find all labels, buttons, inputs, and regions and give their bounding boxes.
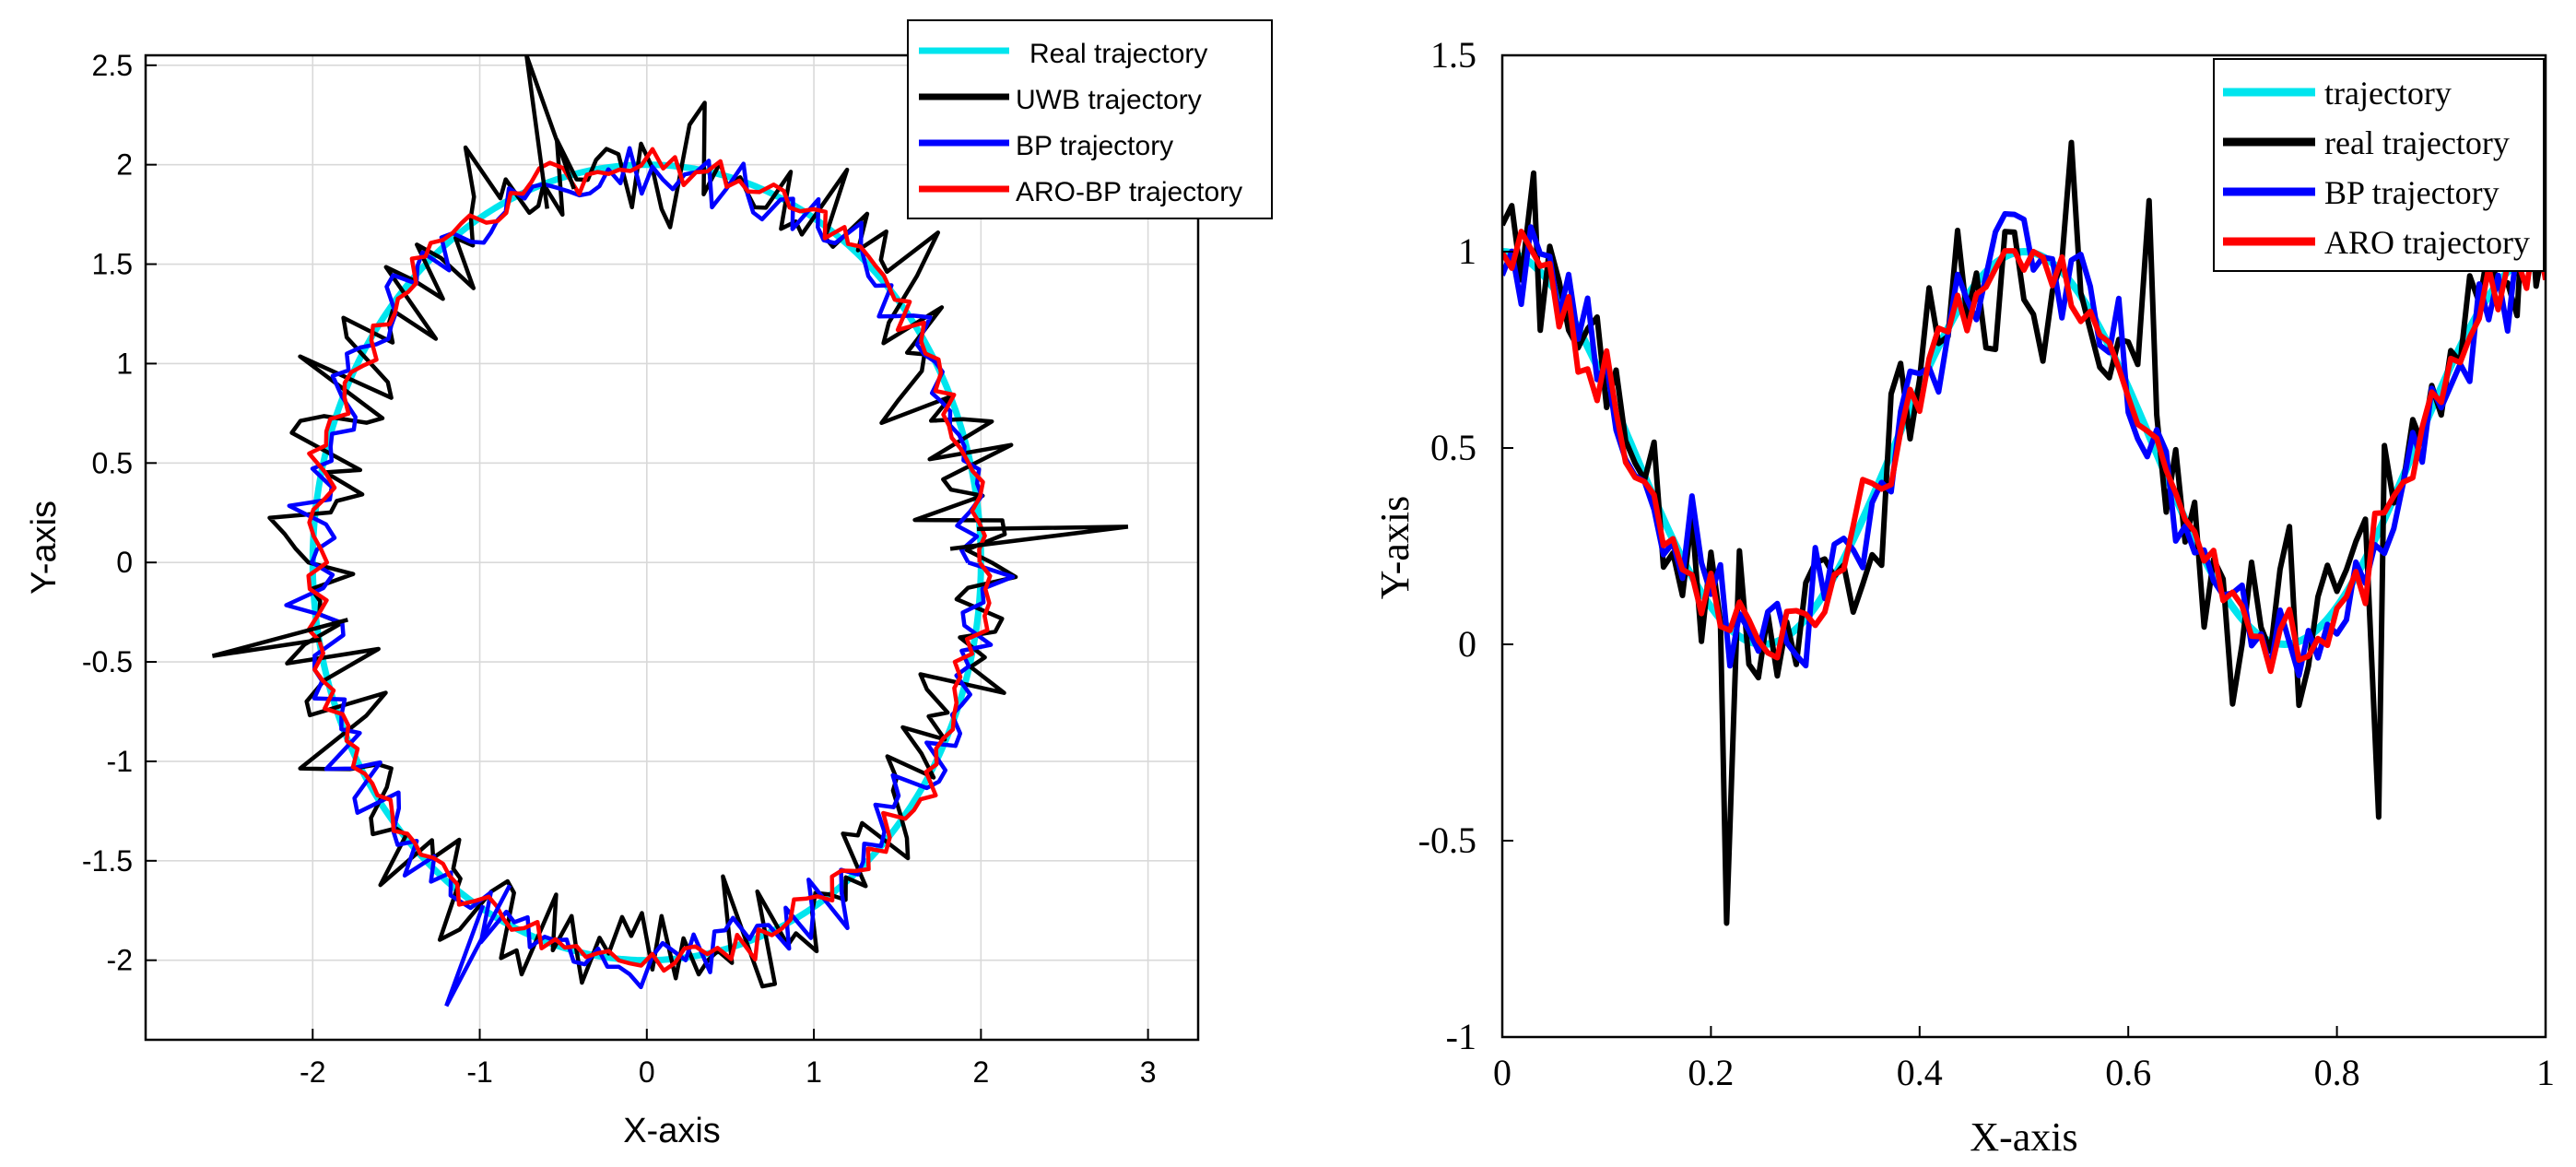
right-series-group — [1502, 138, 2546, 926]
left-plot-frame — [144, 53, 1200, 1042]
right-legend-label-bp: BP trajectory — [2324, 174, 2500, 211]
right-y-tick-label: 1.5 — [1430, 34, 1476, 76]
right-legend-label-aro: ARO trajectory — [2324, 224, 2530, 261]
chart-left-circle-trajectories: -2 -1 0 1 2 3-2-1.5-1-0.500.511.522.5 X-axis … — [25, 19, 1273, 1150]
right-y-tick-label: 0 — [1458, 623, 1476, 665]
left-series-aro-bp-trajectory — [306, 147, 993, 973]
left-outlier-2 — [524, 55, 576, 209]
left-y-tick-label: 0 — [116, 546, 133, 579]
right-x-axis-label: X-axis — [1970, 1114, 2077, 1160]
right-ticks: 0 0.2 0.4 0.6 0.8 1 -1 -0.5 0 0.5 1 1.5 — [1418, 34, 2555, 1093]
left-y-tick-label: -2 — [107, 944, 133, 977]
left-y-tick-label: -1.5 — [82, 844, 133, 878]
left-x-tick-label: -1 — [466, 1055, 492, 1089]
right-legend-label-trajectory: trajectory — [2324, 75, 2452, 112]
left-y-tick-label: 2.5 — [92, 49, 133, 82]
left-legend: Real trajectory UWB trajectory BP trajec… — [907, 19, 1273, 219]
right-y-tick-label: -0.5 — [1418, 819, 1476, 861]
right-x-tick-label: 0.4 — [1897, 1052, 1943, 1093]
left-y-tick-label: 2 — [116, 148, 133, 182]
right-y-axis-label: Y-axis — [1372, 496, 1417, 599]
right-y-tick-label: 0.5 — [1430, 427, 1476, 468]
left-y-tick-label: 0.5 — [92, 446, 133, 479]
left-legend-label-uwb: UWB trajectory — [1016, 85, 1202, 115]
right-x-tick-label: 0 — [1493, 1052, 1511, 1093]
left-y-tick-label: 1.5 — [92, 248, 133, 281]
left-series-group — [211, 55, 1129, 1008]
left-legend-label-real: Real trajectory — [1029, 39, 1207, 69]
right-x-tick-label: 0.8 — [2314, 1052, 2360, 1093]
left-outlier-1 — [949, 525, 1129, 551]
right-legend: trajectory real trajectory BP trajectory… — [2213, 58, 2545, 272]
left-ticks: -2 -1 0 1 2 3 -2 -1.5 -1 -0.5 0 0.5 1 1.5 2 2.5 — [82, 49, 1157, 1089]
right-legend-label-real: real trajectory — [2324, 124, 2510, 161]
left-x-tick-label: 3 — [1140, 1055, 1157, 1089]
left-x-tick-label: 2 — [972, 1055, 989, 1089]
left-y-tick-label: -1 — [107, 745, 133, 778]
left-y-tick-label: -0.5 — [82, 645, 133, 678]
right-x-tick-label: 0.6 — [2105, 1052, 2151, 1093]
right-x-tick-label: 0.2 — [1688, 1052, 1734, 1093]
left-x-tick-label: 0 — [639, 1055, 655, 1089]
right-series-real-trajectory — [1502, 138, 2546, 926]
right-y-tick-label: -1 — [1446, 1016, 1476, 1057]
right-plot-frame — [1500, 53, 2547, 1039]
left-y-tick-label: 1 — [116, 347, 133, 380]
left-x-tick-label: -2 — [300, 1055, 325, 1089]
left-legend-label-bp: BP trajectory — [1016, 131, 1173, 161]
left-outlier-3 — [444, 884, 512, 1008]
left-x-axis-label: X-axis — [623, 1112, 721, 1150]
right-series-aro-trajectory — [1502, 218, 2546, 675]
left-legend-label-arobp: ARO-BP trajectory — [1016, 177, 1242, 207]
right-y-tick-label: 1 — [1458, 230, 1476, 272]
left-x-tick-label: 1 — [806, 1055, 822, 1089]
chart-right-wave-trajectories: 0 0.2 0.4 0.6 0.8 1 -1 -0.5 0 0.5 1 1.5 X-axis Y-ax… — [1372, 34, 2555, 1160]
left-y-axis-label: Y-axis — [25, 501, 64, 595]
right-x-tick-label: 1 — [2536, 1052, 2555, 1093]
left-outlier-0 — [211, 618, 348, 658]
